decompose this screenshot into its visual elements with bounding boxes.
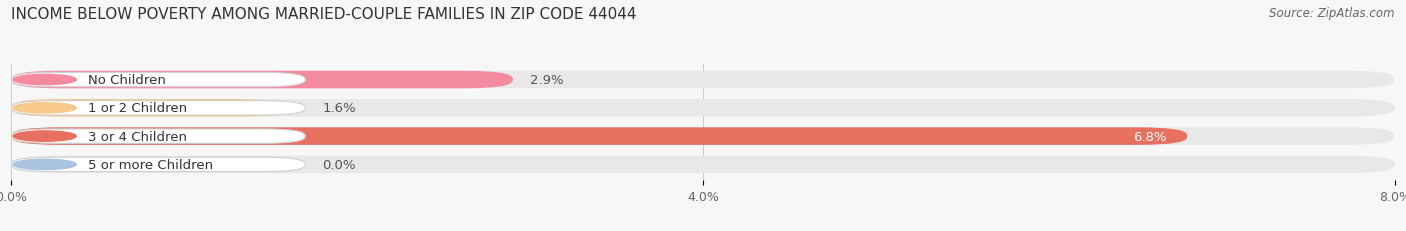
Text: No Children: No Children bbox=[89, 74, 166, 87]
FancyBboxPatch shape bbox=[11, 71, 1395, 89]
Circle shape bbox=[13, 103, 76, 113]
Text: INCOME BELOW POVERTY AMONG MARRIED-COUPLE FAMILIES IN ZIP CODE 44044: INCOME BELOW POVERTY AMONG MARRIED-COUPL… bbox=[11, 7, 637, 22]
FancyBboxPatch shape bbox=[11, 71, 513, 89]
Text: 0.0%: 0.0% bbox=[322, 158, 356, 171]
Circle shape bbox=[13, 131, 76, 142]
Text: Source: ZipAtlas.com: Source: ZipAtlas.com bbox=[1270, 7, 1395, 20]
FancyBboxPatch shape bbox=[11, 128, 1187, 145]
FancyBboxPatch shape bbox=[11, 156, 1395, 173]
FancyBboxPatch shape bbox=[11, 128, 1395, 145]
FancyBboxPatch shape bbox=[11, 158, 305, 172]
Text: 2.9%: 2.9% bbox=[530, 74, 564, 87]
Text: 1.6%: 1.6% bbox=[322, 102, 356, 115]
FancyBboxPatch shape bbox=[11, 100, 288, 117]
FancyBboxPatch shape bbox=[11, 129, 305, 144]
FancyBboxPatch shape bbox=[11, 73, 305, 87]
Text: 3 or 4 Children: 3 or 4 Children bbox=[89, 130, 187, 143]
Text: 1 or 2 Children: 1 or 2 Children bbox=[89, 102, 187, 115]
FancyBboxPatch shape bbox=[11, 100, 1395, 117]
Text: 6.8%: 6.8% bbox=[1133, 130, 1167, 143]
Text: 5 or more Children: 5 or more Children bbox=[89, 158, 214, 171]
Circle shape bbox=[13, 75, 76, 85]
FancyBboxPatch shape bbox=[11, 101, 305, 116]
Circle shape bbox=[13, 160, 76, 170]
